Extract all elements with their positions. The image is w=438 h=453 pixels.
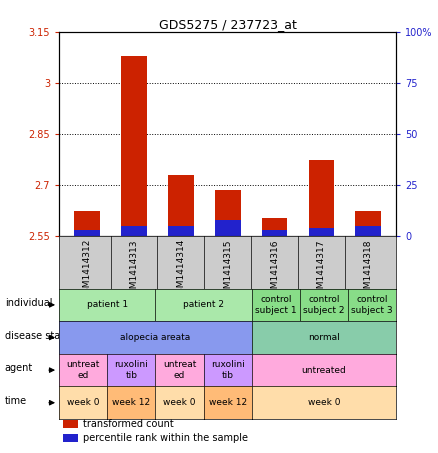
Text: alopecia areata: alopecia areata: [120, 333, 191, 342]
Text: untreat
ed: untreat ed: [67, 361, 100, 380]
Bar: [355, 211, 381, 236]
Text: week 12: week 12: [112, 398, 151, 407]
Text: untreated: untreated: [302, 366, 346, 375]
Bar: [355, 226, 381, 236]
Text: normal: normal: [308, 333, 340, 342]
Text: week 0: week 0: [67, 398, 99, 407]
Bar: [74, 211, 100, 236]
Text: week 12: week 12: [208, 398, 247, 407]
Bar: [262, 230, 287, 236]
Text: disease state: disease state: [5, 331, 70, 341]
Text: week 0: week 0: [163, 398, 196, 407]
Text: patient 2: patient 2: [183, 300, 224, 309]
Bar: [215, 220, 240, 236]
Text: GSM1414318: GSM1414318: [364, 239, 373, 299]
Text: control
subject 1: control subject 1: [255, 295, 297, 314]
Bar: [168, 175, 194, 236]
Text: GSM1414315: GSM1414315: [223, 239, 232, 299]
Bar: [121, 56, 147, 236]
Text: GSM1414317: GSM1414317: [317, 239, 326, 299]
Bar: [63, 434, 78, 442]
Text: individual: individual: [5, 298, 52, 308]
Text: percentile rank within the sample: percentile rank within the sample: [83, 433, 248, 443]
Bar: [308, 228, 334, 236]
Bar: [308, 160, 334, 236]
Text: GSM1414314: GSM1414314: [177, 239, 185, 299]
Text: control
subject 3: control subject 3: [351, 295, 393, 314]
Text: GSM1414313: GSM1414313: [130, 239, 138, 299]
Text: agent: agent: [5, 363, 33, 373]
Text: GSM1414316: GSM1414316: [270, 239, 279, 299]
Text: transformed count: transformed count: [83, 419, 173, 429]
Text: patient 1: patient 1: [87, 300, 128, 309]
Text: ruxolini
tib: ruxolini tib: [211, 361, 245, 380]
Text: untreat
ed: untreat ed: [163, 361, 196, 380]
Text: time: time: [5, 396, 27, 406]
Text: ruxolini
tib: ruxolini tib: [114, 361, 148, 380]
Bar: [74, 230, 100, 236]
Bar: [168, 226, 194, 236]
Bar: [262, 218, 287, 236]
Bar: [63, 419, 78, 428]
Bar: [121, 226, 147, 236]
Bar: [215, 190, 240, 236]
Text: GSM1414312: GSM1414312: [83, 239, 92, 299]
Text: week 0: week 0: [308, 398, 340, 407]
Text: control
subject 2: control subject 2: [304, 295, 345, 314]
Title: GDS5275 / 237723_at: GDS5275 / 237723_at: [159, 18, 297, 30]
